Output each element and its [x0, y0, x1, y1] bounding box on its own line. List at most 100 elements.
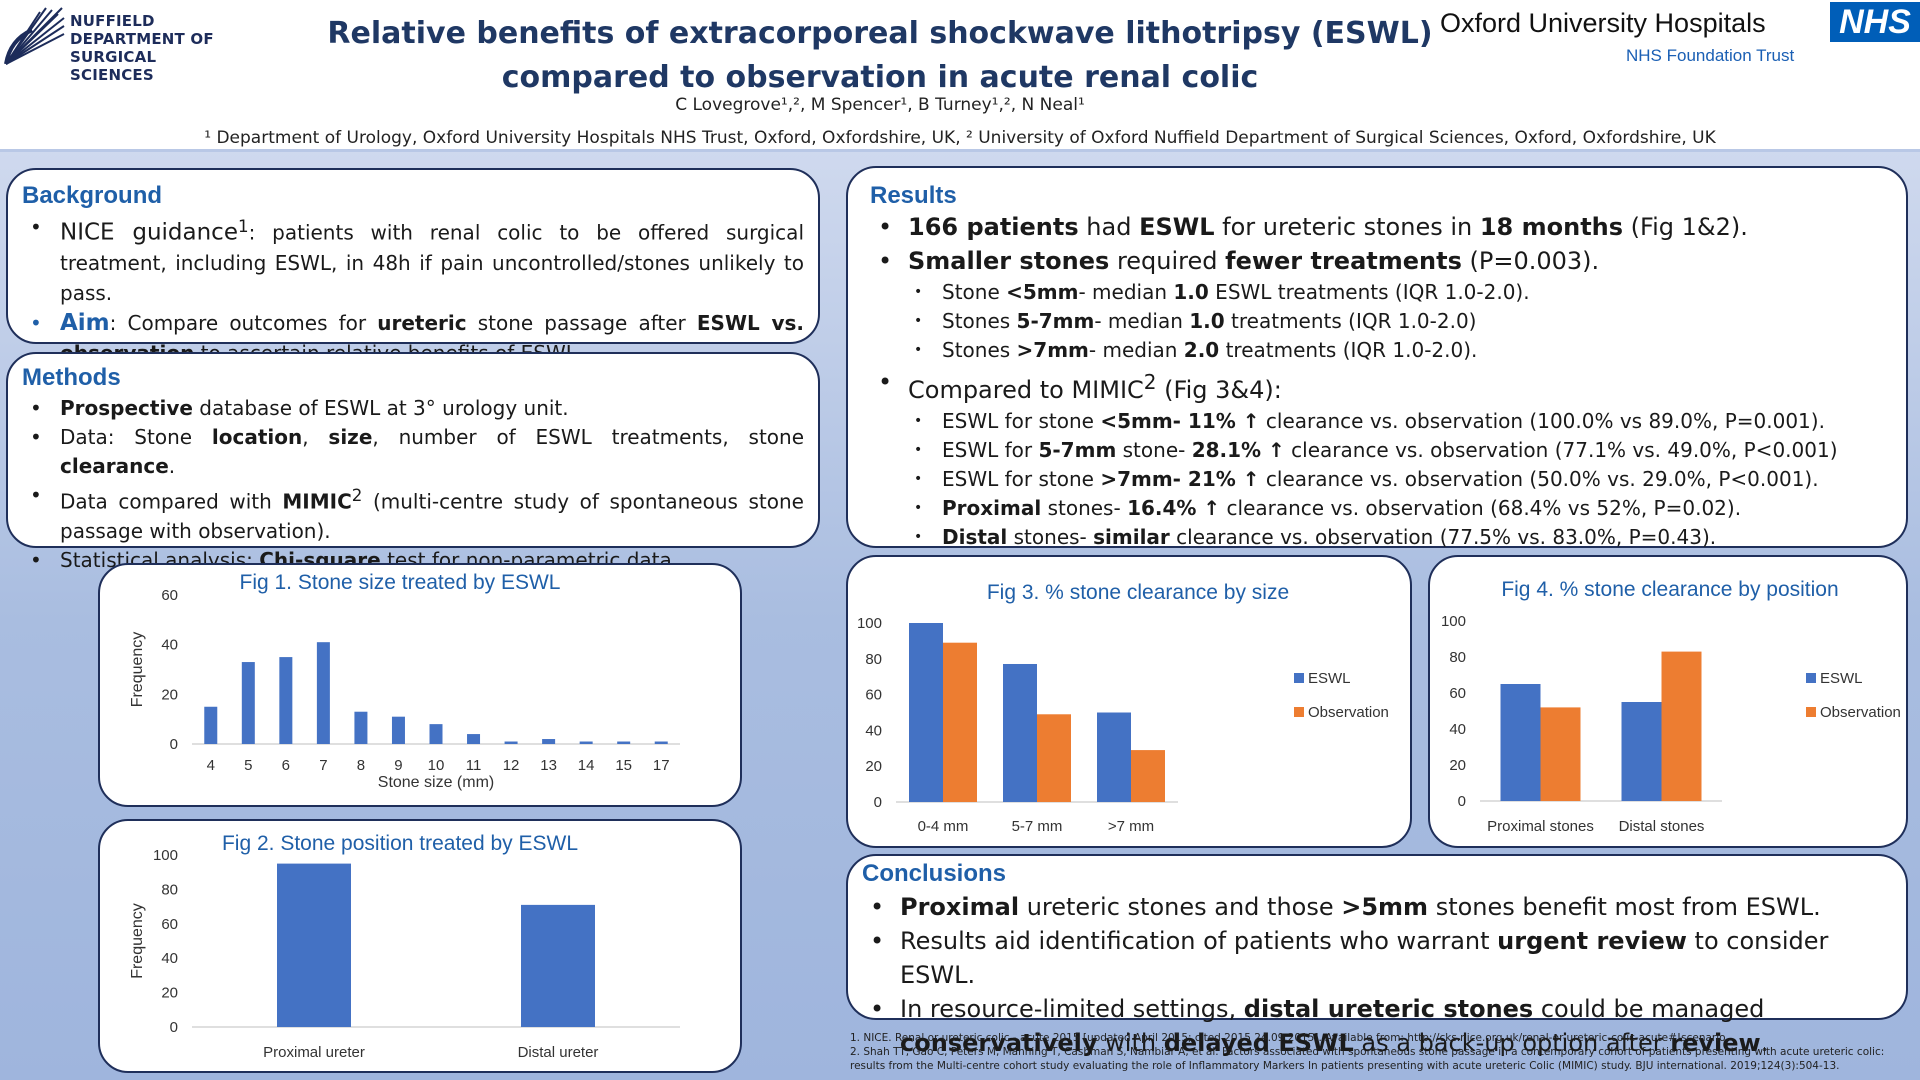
r1-d: for ureteric stones in: [1214, 213, 1480, 241]
m2-g: .: [168, 454, 176, 478]
fig4-bar-observation: [1661, 651, 1702, 801]
fig3-ytick: 80: [865, 651, 882, 668]
s2-0: Stones: [942, 309, 1017, 333]
fig1-panel: Fig 1. Stone size treated by ESWL 0 20 40 60…: [98, 563, 742, 807]
k3-0: In resource-limited settings,: [900, 995, 1244, 1023]
nuffield-crest-icon: [4, 7, 65, 65]
s2-4: treatments (IQR 1.0-2.0): [1224, 309, 1477, 333]
k2-0: Results aid identification of patients w…: [900, 927, 1498, 955]
c1-0: ESWL for stone: [942, 409, 1101, 433]
background-bullet-1: NICE guidance1: patients with renal coli…: [22, 212, 804, 308]
m3-sup: 2: [351, 486, 363, 505]
fig2-ylabel: Frequency: [129, 903, 146, 979]
k1-0: Proximal: [900, 893, 1020, 921]
fig1-ytick: 0: [170, 736, 178, 753]
fig3-ytick: 40: [865, 722, 882, 739]
methods-bullet-1: Prospective database of ESWL at 3° urolo…: [22, 394, 804, 423]
fig3-bar-eswl: [1003, 663, 1037, 802]
fig3-ytick: 20: [865, 758, 882, 775]
s3-0: Stones: [942, 338, 1017, 362]
c5-1: stones-: [1007, 525, 1094, 549]
fig1-category-label: 9: [394, 757, 402, 774]
fig1-bar: [241, 662, 255, 744]
fig2-ytick: 20: [161, 985, 178, 1002]
poster-header: NUFFIELD DEPARTMENT OF SURGICAL SCIENCES…: [0, 0, 1920, 152]
results-compare-5: Distal stones- similar clearance vs. obs…: [870, 523, 1888, 552]
fig1-category-label: 13: [540, 757, 557, 774]
m2-b: location: [211, 425, 303, 449]
m3-a: Data compared with: [60, 489, 283, 514]
results-compare-4: Proximal stones- 16.4% ↑ clearance vs. o…: [870, 494, 1888, 523]
k3-4: with: [1097, 1029, 1164, 1057]
fig1-category-label: 17: [653, 757, 670, 774]
c3-2: clearance vs. observation (50.0% vs. 29.…: [1259, 467, 1819, 491]
fig2-ytick: 100: [153, 847, 178, 864]
nuffield-logo-text: NUFFIELD DEPARTMENT OF SURGICAL SCIENCES: [70, 12, 228, 84]
fig1-ytick: 60: [161, 587, 178, 604]
fig1-category-label: 15: [615, 757, 632, 774]
fig4-category-label: Distal stones: [1619, 818, 1705, 835]
fig1-ytick: 20: [161, 686, 178, 703]
results-sub-2: Stones 5-7mm- median 1.0 treatments (IQR…: [870, 307, 1888, 336]
k3-3: conservatively: [900, 1029, 1098, 1057]
m3-b: MIMIC: [282, 489, 352, 514]
conclusions-heading: Conclusions: [862, 860, 1007, 887]
fig2-bar: [521, 904, 595, 1027]
results-heading: Results: [870, 182, 957, 209]
fig4-bar-eswl: [1621, 702, 1662, 801]
k1-3: stones benefit most from ESWL.: [1428, 893, 1821, 921]
fig1-category-label: 10: [428, 757, 445, 774]
r1-b: had: [1078, 213, 1140, 241]
methods-bullet-2: Data: Stone location, size, number of ES…: [22, 423, 804, 481]
b2-t2: stone passage after: [466, 310, 697, 335]
r2-c: fewer treatments: [1225, 247, 1462, 275]
poster-title: Relative benefits of extracorporeal shoc…: [290, 12, 1470, 100]
fig1-bar: [279, 657, 293, 744]
fig4-legend-label: Observation: [1820, 704, 1901, 721]
logo-line-2: DEPARTMENT OF: [70, 30, 214, 48]
methods-bullet-3: Data compared with MIMIC2 (multi-centre …: [22, 481, 804, 546]
fig1-category-label: 5: [244, 757, 252, 774]
logo-line-3: SURGICAL SCIENCES: [70, 48, 157, 84]
fig1-bar: [354, 711, 368, 744]
fig4-legend-swatch-observation: [1806, 707, 1816, 717]
ouh-logo: Oxford University Hospitals NHS Foundati…: [1440, 0, 1920, 65]
references: 1. NICE. Renal or ureteric colic - acute…: [850, 1031, 1916, 1073]
m2-d: size: [328, 425, 373, 449]
fig1-category-label: 12: [503, 757, 520, 774]
b2-bold1: ureteric: [377, 310, 467, 335]
k3-6: as a back-up option after: [1353, 1029, 1671, 1057]
c1-1: <5mm- 11% ↑: [1100, 409, 1260, 433]
k1-2: >5mm: [1341, 893, 1429, 921]
fig3-chart: Fig 3. % stone clearance by size 0 20 40 60 8…: [857, 581, 1389, 835]
background-panel: Background NICE guidance1: patients with…: [6, 168, 820, 365]
s2-2: - median: [1094, 309, 1190, 333]
reference-1: 1. NICE. Renal or ureteric colic - acute…: [850, 1032, 1729, 1044]
c5-3: clearance vs. observation (77.5% vs. 83.…: [1169, 525, 1717, 549]
r1-f: (Fig 1&2).: [1623, 213, 1748, 241]
fig1-bar: [204, 706, 218, 744]
c5-2: similar: [1093, 525, 1170, 549]
k2-2: to consider ESWL.: [900, 927, 1829, 989]
fig4-ytick: 60: [1449, 685, 1466, 702]
methods-heading: Methods: [22, 364, 121, 391]
fig3-bar-observation: [1131, 750, 1165, 802]
fig4-title: Fig 4. % stone clearance by position: [1501, 578, 1838, 601]
conclusion-3: In resource-limited settings, distal ure…: [862, 992, 1888, 1060]
fig2-bar: [277, 863, 351, 1027]
fig3-category-label: >7 mm: [1108, 818, 1154, 835]
fig3-category-label: 0-4 mm: [918, 818, 969, 835]
c4-1: stones-: [1041, 496, 1128, 520]
fig3-bar-eswl: [1097, 712, 1131, 802]
fig1-bar: [316, 642, 330, 744]
fig4-ytick: 20: [1449, 757, 1466, 774]
s1-0: Stone: [942, 280, 1007, 304]
fig1-chart: Fig 1. Stone size treated by ESWL 0 20 40 60…: [129, 571, 680, 791]
nhs-badge: NHS: [1830, 2, 1920, 42]
r1-c: ESWL: [1139, 213, 1215, 241]
title-line-2: compared to observation in acute renal c…: [501, 60, 1259, 95]
methods-panel: Methods Prospective database of ESWL at …: [6, 352, 820, 575]
m1-rest: database of ESWL at 3° urology unit.: [192, 396, 569, 420]
fig4-ytick: 0: [1458, 793, 1466, 810]
fig2-chart: Fig 2. Stone position treated by ESWL 0 20…: [129, 832, 680, 1061]
